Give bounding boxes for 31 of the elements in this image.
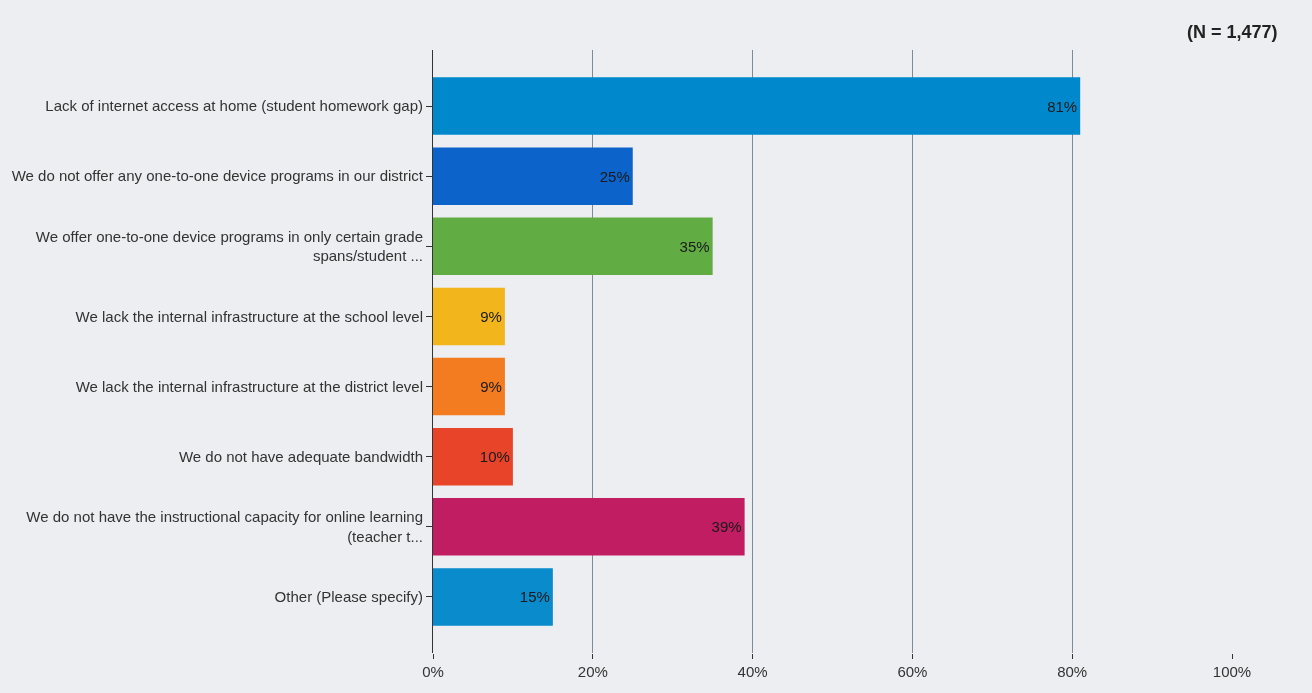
y-tick-label: We do not offer any one-to-one device programs in our district xyxy=(11,167,424,185)
y-tick-label: We do not have adequate bandwidth xyxy=(178,447,423,465)
bar xyxy=(433,357,505,416)
bar xyxy=(433,77,1081,135)
y-tick-label: Other (Please specify) xyxy=(274,588,423,606)
data-label: 15% xyxy=(519,588,550,606)
x-tick-label: 100% xyxy=(1212,663,1252,680)
y-tick-label: We lack the internal infrastructure at the district level xyxy=(75,377,423,395)
data-label: 81% xyxy=(1047,97,1078,115)
data-label: 25% xyxy=(599,167,630,185)
y-tick-label: Lack of internet access at home (student homework gap) xyxy=(45,97,423,115)
y-tick-label: We lack the internal infrastructure at the school level xyxy=(75,307,423,325)
x-tick-label: 60% xyxy=(897,663,928,680)
data-label: 9% xyxy=(480,307,502,325)
bar xyxy=(433,217,713,276)
x-tick-label: 40% xyxy=(737,663,768,680)
data-label: 9% xyxy=(480,378,502,396)
data-label: 10% xyxy=(479,448,510,466)
x-tick-label: 0% xyxy=(422,663,444,680)
data-label: 35% xyxy=(679,237,710,255)
y-tick-label: We offer one-to-one device programs in only certain grade spans/student ... xyxy=(35,227,423,265)
text: (N = 1,477) xyxy=(1187,22,1278,42)
data-label: 39% xyxy=(711,518,742,536)
bar xyxy=(433,287,505,346)
bar xyxy=(433,147,633,205)
x-tick-label: 80% xyxy=(1057,663,1088,680)
bar xyxy=(433,427,513,486)
bar xyxy=(433,498,745,556)
x-tick-label: 20% xyxy=(577,663,608,680)
y-tick-label: We do not have the instructional capacity for online learning (teacher t... xyxy=(26,508,423,545)
bar xyxy=(433,568,553,626)
